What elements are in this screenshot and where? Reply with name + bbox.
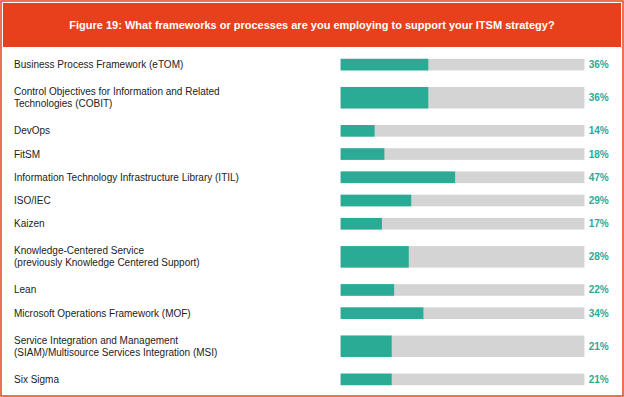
track <box>340 374 584 386</box>
border <box>1 1 623 396</box>
category-label: FitSM <box>14 149 40 160</box>
category-label: Business Process Framework (eTOM) <box>14 59 183 70</box>
data-label: 29% <box>589 195 609 206</box>
data-label: 14% <box>589 125 609 136</box>
category-label: Information Technology Infrastructure Li… <box>14 172 239 183</box>
bar <box>340 246 408 267</box>
bar <box>340 307 423 319</box>
track <box>340 87 584 108</box>
data-label: 21% <box>589 341 609 352</box>
bar <box>340 148 384 160</box>
track <box>340 148 584 160</box>
data-label: 21% <box>589 374 609 385</box>
category-label: Control Objectives for Information and R… <box>14 86 220 109</box>
track <box>340 307 584 319</box>
data-label: 18% <box>589 149 609 160</box>
bar <box>340 59 428 71</box>
track <box>340 336 584 357</box>
bar <box>340 374 391 386</box>
labels: Business Process Framework (eTOM) 36% Cont… <box>14 59 609 385</box>
category-label: Microsoft Operations Framework (MOF) <box>14 308 191 319</box>
bars <box>340 59 455 385</box>
category-label: ISO/IEC <box>14 195 51 206</box>
data-label: 36% <box>589 92 609 103</box>
track <box>340 284 584 296</box>
category-label: Kaizen <box>14 218 45 229</box>
chart: Figure 19: What frameworks or processes … <box>0 0 624 397</box>
tracks <box>340 59 584 385</box>
data-label: 47% <box>589 172 609 183</box>
category-label: Knowledge-Centered Service(previously Kn… <box>14 245 200 268</box>
data-label: 28% <box>589 251 609 262</box>
data-label: 34% <box>589 308 609 319</box>
bar <box>340 284 394 296</box>
track <box>340 171 584 183</box>
data-label: 36% <box>589 59 609 70</box>
category-label: Six Sigma <box>14 374 59 385</box>
title: Figure 19: What frameworks or processes … <box>69 19 555 31</box>
bar <box>340 171 455 183</box>
bar <box>340 87 428 108</box>
bar <box>340 125 374 137</box>
category-label: Lean <box>14 284 36 295</box>
category-label: DevOps <box>14 125 50 136</box>
bar <box>340 195 411 207</box>
bar <box>340 218 381 230</box>
category-label: Service Integration and Management(SIAM)… <box>14 335 217 358</box>
data-label: 17% <box>589 218 609 229</box>
track <box>340 218 584 230</box>
track <box>340 59 584 71</box>
track <box>340 195 584 207</box>
title-bar <box>3 3 621 47</box>
track <box>340 125 584 137</box>
data-label: 22% <box>589 284 609 295</box>
track <box>340 246 584 267</box>
bar <box>340 336 391 357</box>
